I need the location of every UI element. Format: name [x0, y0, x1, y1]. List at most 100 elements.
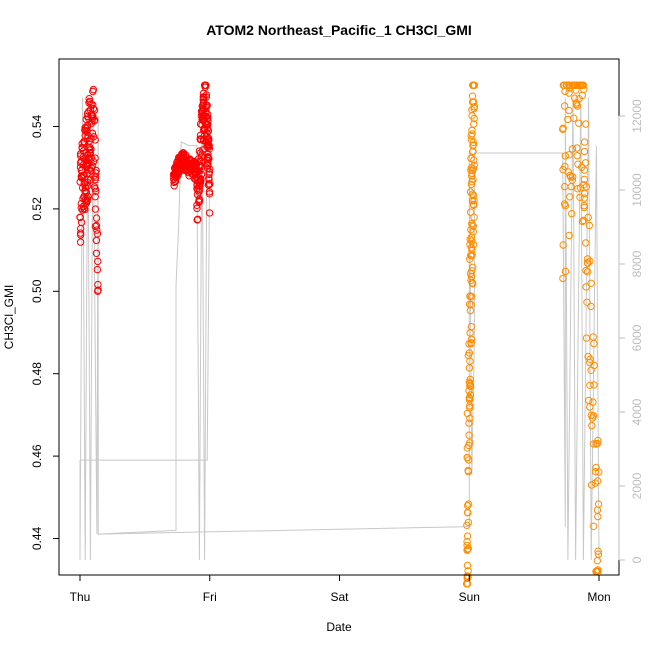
data-point [205, 174, 213, 182]
data-point [198, 109, 206, 118]
data-point [573, 102, 581, 110]
data-point [581, 159, 590, 167]
data-point [589, 412, 598, 420]
data-point [467, 335, 476, 344]
data-point [467, 276, 475, 285]
data-point [566, 81, 574, 90]
data-point [573, 144, 581, 152]
altitude-line-layer [79, 97, 600, 561]
data-point [572, 86, 580, 94]
y-tick-label: 0.50 [30, 279, 44, 303]
data-point [560, 102, 569, 110]
y-axis-label: CH3Cl_GMI [2, 285, 16, 350]
data-point [203, 125, 212, 133]
data-point [582, 120, 590, 128]
data-point [171, 170, 179, 178]
data-point [76, 238, 85, 246]
data-point [200, 125, 208, 133]
data-point [568, 145, 577, 153]
data-point [86, 97, 94, 106]
data-point [197, 157, 206, 166]
data-point [594, 550, 603, 558]
data-point [573, 152, 581, 160]
y2-tick-label: 8000 [630, 250, 644, 277]
data-point [468, 98, 477, 106]
y2-tick-label: 6000 [630, 324, 644, 351]
data-point [468, 190, 477, 198]
data-point [565, 106, 573, 115]
chart-title: ATOM2 Northeast_Pacific_1 CH3Cl_GMI [206, 22, 472, 38]
data-point [466, 188, 475, 196]
data-point [199, 89, 208, 98]
data-point [590, 339, 598, 348]
data-point [82, 115, 90, 124]
data-point [90, 133, 98, 141]
data-point [193, 216, 201, 224]
data-point [590, 440, 598, 448]
data-point [91, 205, 100, 213]
x-tick-label: Mon [587, 590, 610, 604]
x-tick-label: Sun [459, 590, 480, 604]
data-point [465, 364, 474, 372]
data-point [463, 521, 471, 529]
data-point [88, 129, 97, 138]
data-point [196, 135, 204, 143]
data-point [91, 173, 100, 181]
data-point [93, 265, 102, 274]
data-point [170, 175, 178, 183]
data-point [570, 114, 578, 122]
data-point [470, 213, 478, 221]
data-point [465, 396, 474, 404]
data-point [469, 147, 477, 155]
data-point [82, 127, 90, 135]
data-point [467, 180, 476, 189]
data-point [580, 138, 589, 146]
data-point [470, 120, 478, 128]
data-point [584, 352, 592, 361]
y2-tick-label: 10000 [630, 173, 644, 207]
x-tick-label: Fri [203, 590, 217, 604]
data-point [91, 175, 100, 184]
data-point [589, 333, 597, 341]
data-point [591, 468, 600, 476]
data-point [561, 182, 569, 191]
data-point [585, 396, 593, 405]
data-point [572, 99, 580, 107]
y2-tick-label: 0 [630, 556, 644, 563]
data-point [559, 125, 567, 134]
data-point [92, 221, 101, 230]
x-tick-label: Sat [330, 590, 349, 604]
data-point [580, 175, 589, 184]
data-point [582, 266, 590, 275]
data-point [90, 117, 98, 125]
data-point [580, 166, 589, 174]
data-point [571, 94, 579, 102]
data-point [92, 214, 101, 222]
data-point [464, 351, 472, 360]
data-point [463, 541, 471, 550]
data-point [77, 204, 86, 212]
data-point [574, 160, 582, 168]
data-point [172, 166, 180, 174]
data-point [464, 509, 472, 517]
data-point [595, 468, 603, 476]
data-point [470, 114, 478, 123]
data-point [585, 221, 593, 230]
data-point [463, 454, 471, 462]
data-point [566, 193, 574, 201]
data-point [593, 506, 602, 514]
data-point [466, 404, 474, 412]
data-point [587, 302, 595, 311]
data-point [470, 81, 478, 90]
data-point [203, 115, 211, 123]
data-point [579, 81, 587, 90]
data-point [463, 580, 471, 588]
data-point [590, 381, 598, 389]
data-point [205, 145, 214, 153]
data-point [580, 147, 589, 156]
data-point [82, 188, 91, 197]
x-axis: Thu Fri Sat Sun Mon [70, 574, 611, 604]
data-point [81, 205, 89, 214]
data-point [193, 204, 201, 213]
data-point [574, 81, 582, 90]
